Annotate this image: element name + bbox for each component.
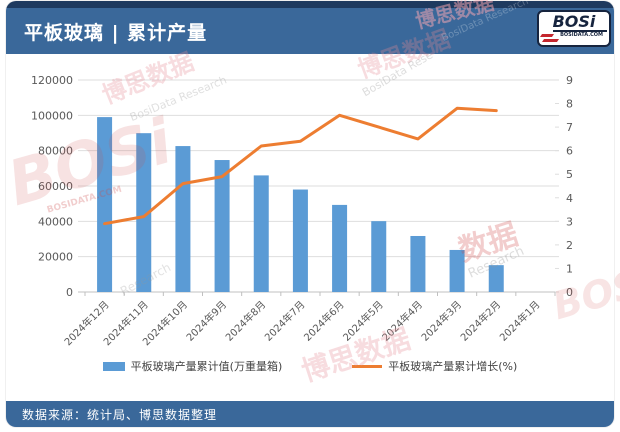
chart-area: 0 20000 40000 60000 80000 100000 120000 0 1 2 3 4 5 6…: [6, 54, 614, 401]
y-axis-right-tick-label: 2: [566, 239, 573, 252]
x-axis-tick-label: 2024年8月: [223, 298, 269, 344]
bar: [292, 189, 308, 292]
y-axis-left-tick-label: 80000: [38, 145, 73, 158]
card-top-strip: [6, 1, 614, 8]
x-axis-tick-label: 2024年2月: [458, 298, 504, 344]
logo-stripe-icon: [541, 39, 560, 42]
y-axis-right-tick-label: 8: [566, 98, 573, 111]
y-axis-right-tick-label: 1: [566, 262, 573, 275]
y-axis-left-tick-label: 100000: [31, 109, 73, 122]
y-axis-left-tick-label: 120000: [31, 74, 73, 87]
trend-line: [103, 106, 498, 226]
legend-item-bar-series: 平板玻璃产量累计值(万重量箱): [102, 358, 283, 374]
bar: [175, 146, 191, 292]
chart-card: 平板玻璃 | 累计产量 BOSi BOSIDATA.COM 0 20000 4000…: [6, 1, 614, 427]
page-title: 平板玻璃 | 累计产量: [24, 21, 208, 44]
x-axis-tick-label: 2024年9月: [183, 298, 229, 344]
bar-series-swatch-icon: [102, 361, 125, 371]
source-footer: 数据来源：统计局、博思数据整理: [6, 401, 614, 427]
y-axis-left-tick-label: 20000: [38, 251, 73, 264]
legend-item-line-series: 平板玻璃产量累计增长(%): [352, 358, 517, 374]
logo-stripe-icon: [539, 34, 555, 37]
x-axis-tick-label: 2024年6月: [301, 298, 347, 344]
bar: [97, 117, 113, 292]
legend-label: 平板玻璃产量累计值(万重量箱): [130, 360, 283, 373]
y-axis-right-tick-label: 3: [566, 215, 573, 228]
chart-header: 平板玻璃 | 累计产量 BOSi BOSIDATA.COM: [6, 8, 614, 54]
x-axis-tick-label: 2024年5月: [340, 298, 386, 344]
bosi-logo-subtext: BOSIDATA.COM: [553, 30, 607, 39]
x-axis-tick-label: 2024年7月: [262, 298, 308, 344]
bosi-logo-text: BOSi: [552, 12, 596, 31]
chart-legend: 平板玻璃产量累计值(万重量箱) 平板玻璃产量累计增长(%): [6, 358, 614, 374]
bar: [136, 133, 152, 292]
y-axis-right-tick-label: 9: [566, 74, 573, 87]
y-axis-right-tick-label: 4: [566, 192, 573, 205]
data-source-text: 数据来源：统计局、博思数据整理: [22, 407, 218, 422]
bar: [332, 204, 348, 292]
x-axis-tick-label: 2024年4月: [379, 298, 425, 344]
combo-chart: 0 20000 40000 60000 80000 100000 120000 0 1 2 3 4 5 6…: [31, 74, 573, 348]
bar: [449, 249, 465, 292]
bar: [371, 221, 387, 292]
y-axis-right-tick-label: 5: [566, 168, 573, 181]
line-series-swatch-icon: [352, 364, 383, 368]
y-axis-right-tick-label: 0: [566, 286, 573, 299]
y-axis-right-tick-label: 6: [566, 145, 573, 158]
bar: [488, 265, 504, 292]
bosi-logo: BOSi BOSIDATA.COM: [537, 10, 611, 47]
bar: [410, 235, 426, 292]
y-axis-left-tick-label: 60000: [38, 180, 73, 193]
bar: [214, 160, 230, 292]
y-axis-left-tick-label: 40000: [38, 215, 73, 228]
y-axis-right-tick-label: 7: [566, 121, 573, 134]
legend-label: 平板玻璃产量累计增长(%): [388, 360, 518, 373]
x-axis-tick-label: 2024年1月: [497, 298, 543, 344]
y-axis-left-tick-label: 0: [66, 286, 73, 299]
x-axis-tick-label: 2024年3月: [418, 298, 464, 344]
bar: [253, 175, 269, 292]
